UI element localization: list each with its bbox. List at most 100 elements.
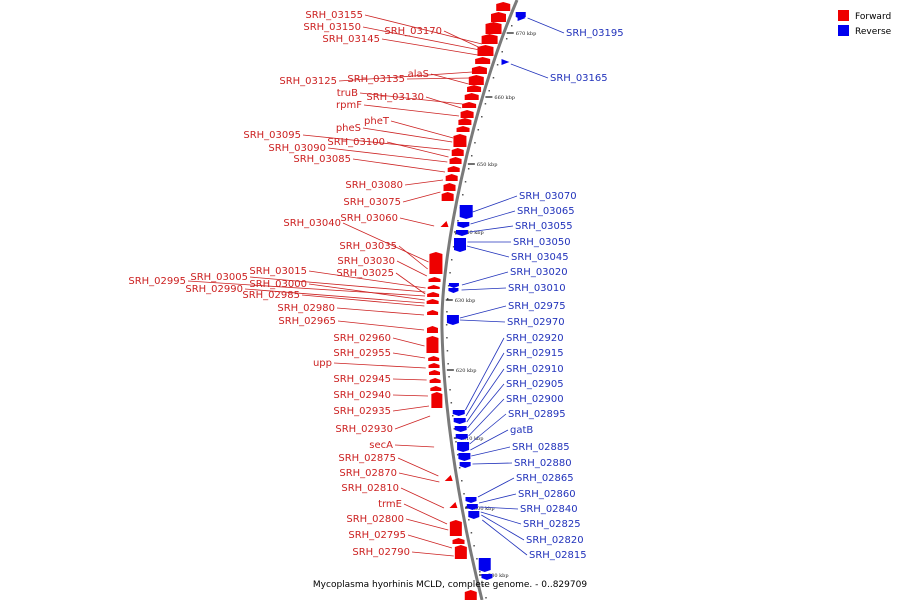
forward-leader bbox=[308, 283, 425, 301]
forward-gene-label: SRH_03060 bbox=[340, 213, 398, 224]
forward-leader bbox=[392, 394, 428, 397]
minor-tick bbox=[488, 90, 490, 92]
forward-gene-label: SRH_02985 bbox=[242, 290, 300, 301]
forward-leader bbox=[337, 320, 425, 331]
reverse-gene-label: SRH_02900 bbox=[506, 394, 564, 405]
minor-tick bbox=[477, 129, 480, 131]
tick-label: 660 kbp bbox=[494, 95, 515, 101]
forward-leader bbox=[342, 222, 429, 263]
forward-gene bbox=[445, 174, 458, 181]
minor-tick bbox=[447, 363, 449, 365]
forward-gene bbox=[490, 12, 506, 22]
reverse-gene-label: SRH_02895 bbox=[508, 409, 566, 420]
reverse-leader bbox=[510, 63, 549, 79]
forward-leader bbox=[399, 217, 435, 227]
forward-gene-label: SRH_02995 bbox=[128, 276, 186, 287]
forward-leader bbox=[359, 92, 463, 105]
reverse-gene bbox=[468, 511, 480, 519]
minor-tick bbox=[482, 584, 484, 586]
forward-leader bbox=[363, 104, 460, 117]
reverse-gene-label: SRH_03050 bbox=[513, 237, 571, 248]
forward-gene bbox=[464, 93, 479, 100]
reverse-gene-label: SRH_02840 bbox=[520, 504, 578, 515]
forward-gene bbox=[464, 590, 477, 600]
minor-tick bbox=[505, 38, 508, 40]
minor-tick bbox=[450, 259, 453, 261]
reverse-leader bbox=[472, 195, 518, 213]
forward-gene-label: SRH_03035 bbox=[339, 241, 397, 252]
reverse-gene bbox=[448, 283, 459, 288]
reverse-leader bbox=[465, 352, 505, 417]
reverse-gene bbox=[465, 497, 477, 503]
minor-tick bbox=[465, 506, 468, 508]
minor-tick bbox=[474, 142, 476, 144]
reverse-gene bbox=[459, 205, 473, 219]
forward-gene-label: SRH_02940 bbox=[333, 390, 391, 401]
reverse-gene bbox=[454, 238, 467, 252]
forward-gene-label: SRH_02870 bbox=[339, 468, 397, 479]
legend-forward-label: Forward bbox=[855, 12, 891, 22]
forward-gene bbox=[458, 118, 472, 125]
minor-tick bbox=[457, 220, 459, 222]
reverse-gene bbox=[466, 504, 478, 510]
forward-gene-label: SRH_02945 bbox=[333, 374, 391, 385]
forward-leader bbox=[443, 30, 481, 49]
forward-gene bbox=[496, 2, 511, 11]
forward-gene-label: SRH_02810 bbox=[341, 483, 399, 494]
forward-gene-label: pheS bbox=[336, 123, 361, 134]
minor-tick bbox=[446, 311, 448, 313]
forward-leader bbox=[411, 551, 454, 557]
forward-gene-label: secA bbox=[369, 440, 393, 451]
reverse-gene-label: SRH_03020 bbox=[510, 267, 568, 278]
forward-gene bbox=[429, 252, 443, 274]
forward-gene bbox=[485, 22, 502, 34]
forward-leader bbox=[402, 191, 441, 203]
minor-tick bbox=[458, 467, 461, 469]
forward-leader bbox=[249, 276, 426, 293]
reverse-gene-label: SRH_02885 bbox=[512, 442, 570, 453]
forward-gene bbox=[468, 75, 484, 85]
forward-leader bbox=[362, 127, 453, 143]
forward-leader bbox=[333, 362, 426, 369]
forward-gene-label: SRH_03155 bbox=[305, 10, 363, 21]
reverse-gene-label: SRH_03070 bbox=[519, 191, 577, 202]
forward-gene bbox=[462, 102, 477, 108]
reverse-gene-label: SRH_03055 bbox=[515, 221, 573, 232]
forward-gene bbox=[449, 520, 462, 536]
forward-gene bbox=[428, 356, 440, 361]
forward-gene-label: SRH_03145 bbox=[322, 34, 380, 45]
reverse-leader bbox=[482, 519, 528, 556]
forward-gene bbox=[449, 502, 458, 508]
reverse-gene bbox=[457, 442, 470, 452]
reverse-gene-label: SRH_02820 bbox=[526, 535, 584, 546]
forward-gene-label: SRH_03025 bbox=[336, 268, 394, 279]
minor-tick bbox=[450, 402, 453, 404]
minor-tick bbox=[449, 272, 451, 274]
minor-tick bbox=[470, 155, 473, 157]
minor-tick bbox=[470, 532, 473, 534]
reverse-gene-label: SRH_02905 bbox=[506, 379, 564, 390]
forward-gene-label: SRH_03030 bbox=[337, 256, 395, 267]
forward-gene-label: SRH_03085 bbox=[293, 154, 351, 165]
forward-leader bbox=[425, 96, 462, 109]
minor-tick bbox=[446, 337, 448, 339]
minor-tick bbox=[476, 558, 478, 560]
forward-leader bbox=[395, 272, 426, 295]
tick-label: 580 kbp bbox=[488, 573, 509, 579]
forward-gene bbox=[426, 326, 438, 333]
forward-leader bbox=[407, 534, 453, 549]
minor-tick bbox=[446, 298, 449, 300]
minor-tick bbox=[448, 376, 450, 378]
reverse-gene-label: gatB bbox=[510, 425, 533, 436]
forward-gene bbox=[475, 57, 491, 64]
forward-gene-label: SRH_02790 bbox=[352, 547, 410, 558]
forward-gene-label: SRH_03125 bbox=[279, 76, 337, 87]
forward-gene-label: SRH_02800 bbox=[346, 514, 404, 525]
minor-tick bbox=[461, 480, 463, 482]
forward-gene-label: SRH_03040 bbox=[283, 218, 341, 229]
reverse-leader bbox=[470, 429, 509, 451]
reverse-gene-label: SRH_03010 bbox=[508, 283, 566, 294]
reverse-gene-label: SRH_02910 bbox=[506, 364, 564, 375]
minor-tick bbox=[456, 454, 459, 456]
reverse-gene-label: SRH_03045 bbox=[511, 252, 569, 263]
